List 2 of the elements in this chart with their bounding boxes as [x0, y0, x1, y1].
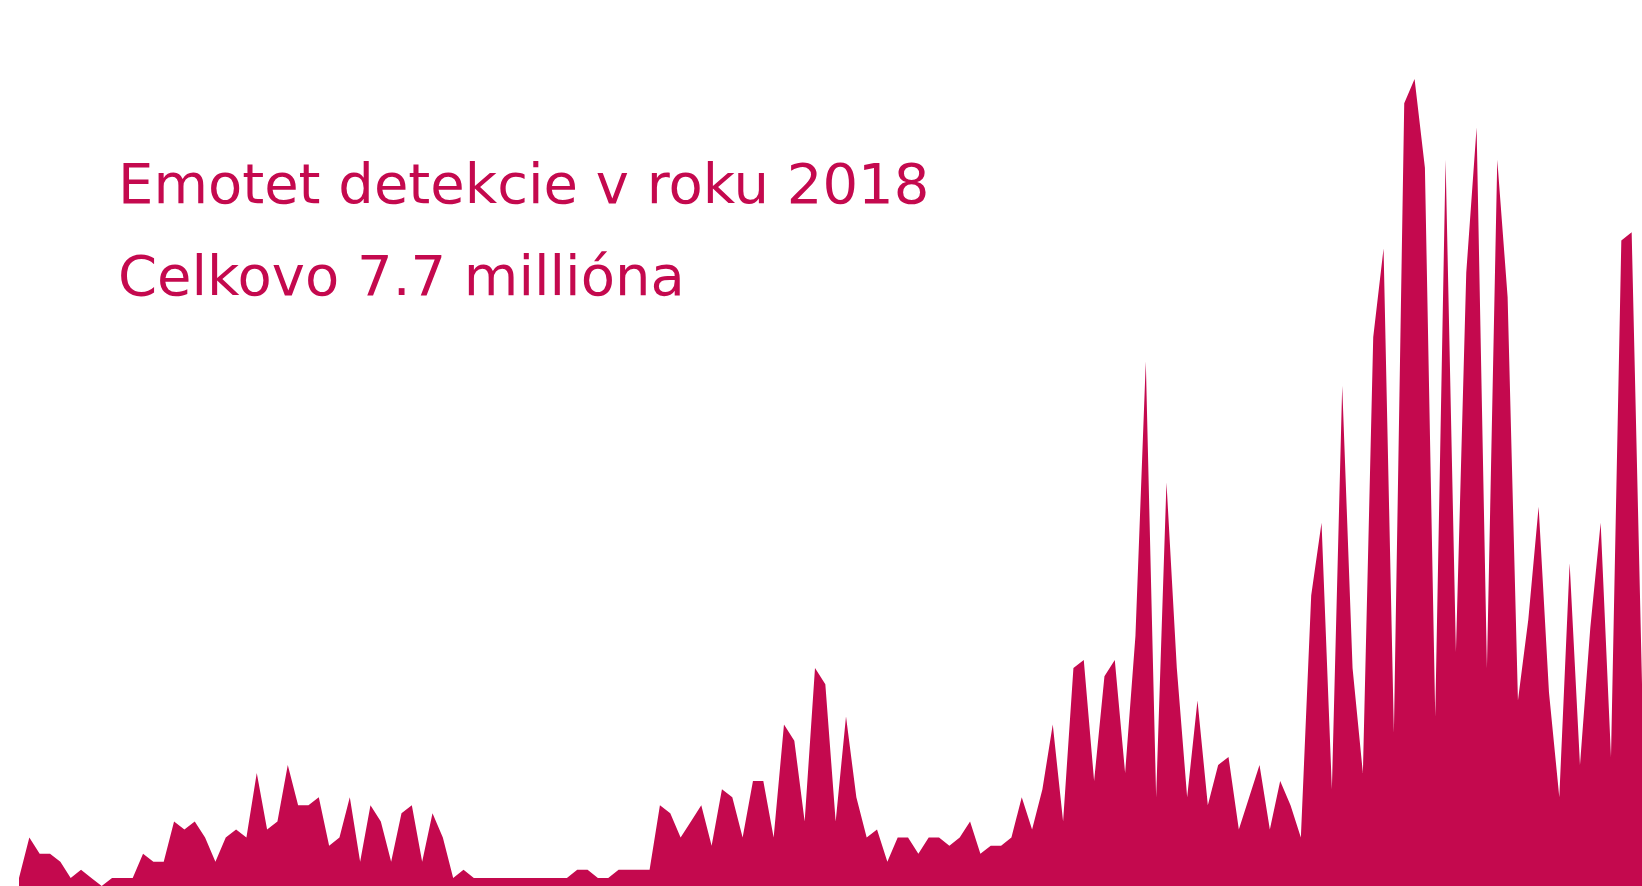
text: Emotet detekcie v roku 2018 [118, 150, 930, 218]
text: Celkovo 7.7 millióna [118, 242, 686, 310]
